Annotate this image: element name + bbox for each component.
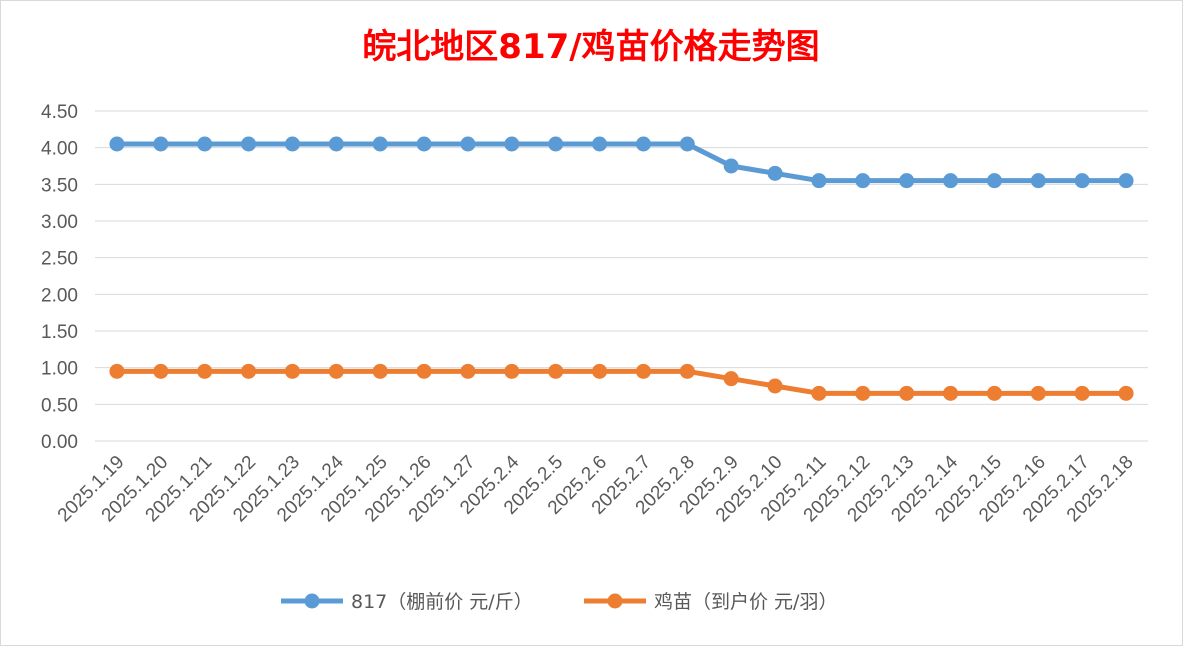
series-layer bbox=[109, 136, 1134, 401]
legend-label: 鸡苗（到户价 元/羽） bbox=[654, 591, 837, 613]
legend-item: 鸡苗（到户价 元/羽） bbox=[584, 591, 837, 613]
data-point bbox=[899, 385, 915, 401]
y-tick-label: 2.00 bbox=[41, 285, 78, 306]
data-point bbox=[416, 363, 432, 379]
data-point bbox=[504, 136, 520, 152]
data-point bbox=[986, 385, 1002, 401]
data-point bbox=[153, 136, 169, 152]
data-point bbox=[855, 385, 871, 401]
data-point bbox=[943, 173, 959, 189]
data-point bbox=[284, 136, 300, 152]
data-point bbox=[109, 136, 125, 152]
chart-title: 皖北地区817/鸡苗价格走势图 bbox=[362, 27, 819, 67]
data-point bbox=[767, 165, 783, 181]
data-point bbox=[723, 371, 739, 387]
y-tick-label: 0.00 bbox=[41, 432, 78, 453]
data-point bbox=[811, 173, 827, 189]
data-point bbox=[328, 363, 344, 379]
data-point bbox=[328, 136, 344, 152]
data-point bbox=[153, 363, 169, 379]
data-point bbox=[284, 363, 300, 379]
data-point bbox=[592, 136, 608, 152]
data-point bbox=[460, 136, 476, 152]
data-point bbox=[679, 136, 695, 152]
data-point bbox=[767, 378, 783, 394]
data-point bbox=[1118, 385, 1134, 401]
data-point bbox=[635, 363, 651, 379]
data-point bbox=[1030, 173, 1046, 189]
data-point bbox=[197, 363, 213, 379]
legend: 817（棚前价 元/斤） 鸡苗（到户价 元/羽） bbox=[281, 591, 837, 613]
data-point bbox=[1030, 385, 1046, 401]
y-tick-label: 1.50 bbox=[41, 322, 78, 343]
y-tick-label: 4.50 bbox=[41, 102, 78, 123]
legend-marker bbox=[304, 593, 320, 609]
data-point bbox=[416, 136, 432, 152]
data-point bbox=[986, 173, 1002, 189]
data-point bbox=[241, 363, 257, 379]
data-point bbox=[460, 363, 476, 379]
data-point bbox=[197, 136, 213, 152]
grid-lines bbox=[95, 110, 1148, 442]
data-point bbox=[1074, 173, 1090, 189]
data-point bbox=[1118, 173, 1134, 189]
x-axis-tick-labels: 2025.1.192025.1.202025.1.212025.1.222025… bbox=[54, 451, 1138, 526]
data-point bbox=[592, 363, 608, 379]
data-point bbox=[899, 173, 915, 189]
y-tick-label: 1.00 bbox=[41, 359, 78, 380]
data-point bbox=[1074, 385, 1090, 401]
data-point bbox=[241, 136, 257, 152]
series-line bbox=[114, 141, 1129, 184]
series-line bbox=[114, 368, 1129, 396]
data-point bbox=[372, 363, 388, 379]
data-point bbox=[811, 385, 827, 401]
series-2 bbox=[109, 363, 1134, 401]
data-point bbox=[504, 363, 520, 379]
data-point bbox=[109, 363, 125, 379]
legend-label: 817（棚前价 元/斤） bbox=[351, 591, 533, 613]
data-point bbox=[372, 136, 388, 152]
y-tick-label: 3.50 bbox=[41, 175, 78, 196]
legend-item: 817（棚前价 元/斤） bbox=[281, 591, 533, 613]
y-tick-label: 3.00 bbox=[41, 212, 78, 233]
data-point bbox=[635, 136, 651, 152]
data-point bbox=[679, 363, 695, 379]
data-point bbox=[723, 158, 739, 174]
data-point bbox=[548, 363, 564, 379]
y-tick-label: 0.50 bbox=[41, 395, 78, 416]
y-tick-label: 2.50 bbox=[41, 249, 78, 270]
legend-marker bbox=[607, 593, 623, 609]
y-axis-tick-labels: 0.00 0.50 1.00 1.50 2.00 2.50 3.00 3.50 4.00 4.50 bbox=[41, 102, 78, 453]
data-point bbox=[943, 385, 959, 401]
y-tick-label: 4.00 bbox=[41, 139, 78, 160]
series-1 bbox=[109, 136, 1134, 189]
data-point bbox=[548, 136, 564, 152]
data-point bbox=[855, 173, 871, 189]
